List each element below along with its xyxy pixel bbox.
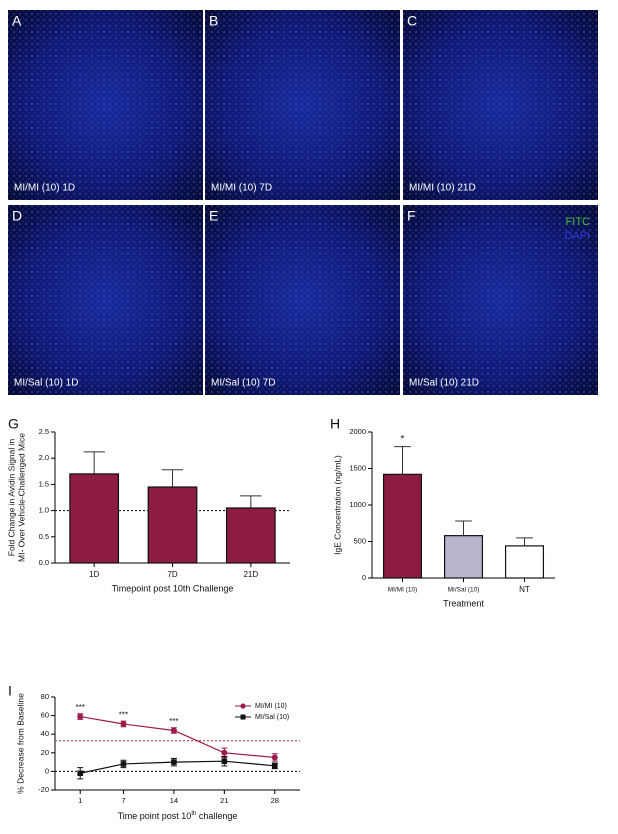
point (120, 761, 127, 767)
micrograph-caption: MI/Sal (10) 21D (409, 378, 479, 389)
stain-legend: FITC (566, 216, 590, 228)
point (77, 770, 84, 777)
y-tick-label: 1.5 (39, 479, 49, 488)
y-tick-label: 80 (41, 692, 49, 701)
bar (225, 507, 276, 564)
bar (147, 486, 198, 564)
micrograph-texture (205, 205, 400, 395)
y-tick-label: 40 (41, 729, 49, 738)
bar (504, 545, 545, 579)
panel-letter: E (209, 208, 218, 224)
micrograph-caption: MI/Sal (10) 1D (14, 378, 78, 389)
bar (382, 473, 423, 579)
micrograph-caption: MI/MI (10) 7D (211, 183, 272, 194)
x-tick-label: MI/Sal (10) (448, 587, 480, 594)
y-axis-label: % Decrease from Baseline (15, 693, 25, 794)
x-axis-label: Timepoint post 10th Challenge (112, 583, 234, 593)
point (171, 759, 177, 765)
legend-marker (240, 703, 246, 709)
x-tick-label: 28 (271, 796, 279, 805)
series-line (80, 760, 275, 774)
legend-label: MI/MI (10) (255, 703, 287, 710)
y-tick-label: 60 (41, 711, 49, 720)
x-tick-label: 1 (78, 796, 82, 805)
significance: *** (119, 710, 128, 719)
micrograph-texture (205, 10, 400, 200)
panel-letter: A (12, 13, 22, 29)
y-tick-label: 1000 (349, 500, 366, 509)
micrograph-texture (403, 205, 598, 395)
bar (69, 473, 120, 564)
point (271, 763, 278, 769)
x-tick-label: 21D (243, 570, 258, 579)
y-tick-label: 0 (45, 766, 49, 775)
micrograph-texture (8, 205, 203, 395)
point (170, 727, 177, 734)
bar (443, 535, 484, 579)
x-axis-label: Time point post 10th challenge (118, 811, 238, 822)
point (221, 749, 228, 756)
legend-label: MI/Sal (10) (255, 714, 289, 721)
x-tick-label: MI/MI (10) (388, 587, 418, 594)
micrograph-caption: MI/MI (10) 1D (14, 183, 75, 194)
point (221, 758, 228, 764)
x-axis-label-part: Time point post 10 (118, 811, 192, 821)
x-tick-label: 21 (220, 796, 228, 805)
micrograph-caption: MI/Sal (10) 7D (211, 378, 275, 389)
x-axis-label: Treatment (443, 598, 484, 608)
y-tick-label: 20 (41, 748, 49, 757)
x-tick-label: 14 (170, 796, 178, 805)
panel-letter: I (8, 683, 12, 699)
x-tick-label: NT (519, 585, 530, 594)
x-tick-label: 7 (121, 796, 125, 805)
y-tick-label: 500 (353, 536, 366, 545)
stain-legend: DAPI (564, 230, 590, 242)
point (271, 754, 278, 761)
panel-letter: F (407, 208, 416, 224)
y-tick-label: 1500 (349, 463, 366, 472)
panel-letter: D (12, 208, 22, 224)
panel-letter: B (209, 13, 218, 29)
panel-letter: C (407, 13, 417, 29)
micrograph-texture (403, 10, 598, 200)
legend-marker (240, 714, 246, 720)
y-tick-label: 0.5 (39, 532, 49, 541)
panel-letter: H (330, 416, 340, 432)
y-tick-label: 2000 (349, 427, 366, 436)
y-axis-label: IgE Concentration (ng/mL) (332, 455, 342, 555)
point (77, 713, 84, 720)
micrograph-texture (8, 10, 203, 200)
y-tick-label: 1.0 (39, 506, 49, 515)
y-tick-label: -20 (38, 785, 49, 794)
y-tick-label: 0 (362, 573, 366, 582)
x-tick-label: 7D (167, 570, 177, 579)
y-axis-label: MI- Over Vehicle-Challenged Mice (16, 433, 26, 562)
significance: * (401, 434, 405, 445)
panel-letter: G (8, 416, 19, 432)
x-axis-label-part: challenge (196, 811, 237, 821)
y-tick-label: 0.0 (39, 558, 49, 567)
x-tick-label: 1D (89, 570, 99, 579)
y-tick-label: 2.5 (39, 427, 49, 436)
point (120, 720, 127, 727)
x-axis-label-part: th (191, 811, 196, 817)
significance: *** (169, 717, 178, 726)
significance: *** (76, 703, 85, 712)
micrograph-caption: MI/MI (10) 21D (409, 183, 476, 194)
y-axis-label: Fold Change in Avidin Signal in (6, 438, 16, 556)
y-tick-label: 2.0 (39, 453, 49, 462)
